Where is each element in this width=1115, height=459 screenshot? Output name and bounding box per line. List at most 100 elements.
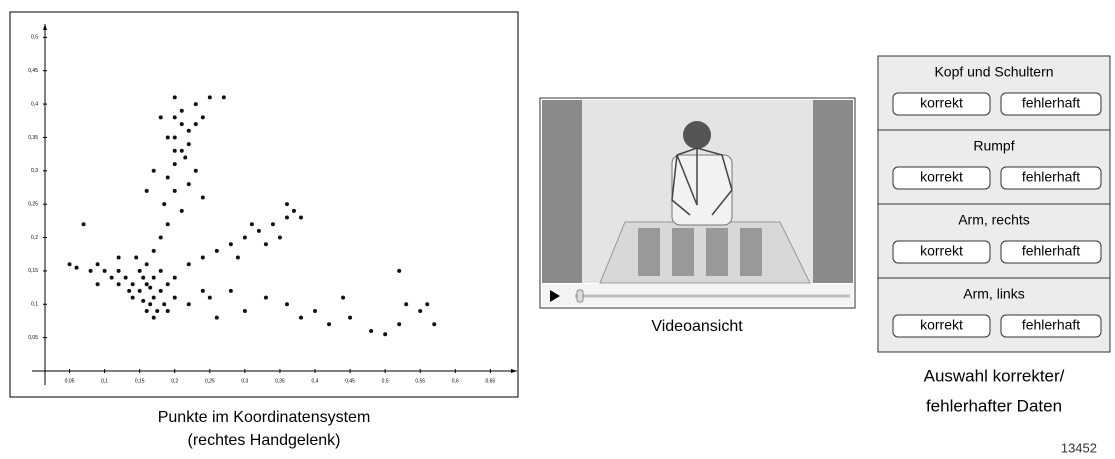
point	[148, 285, 153, 290]
point	[67, 262, 72, 267]
point	[158, 235, 163, 240]
point	[102, 268, 107, 273]
y-tick-label: 0,45	[28, 68, 38, 74]
table	[599, 221, 811, 284]
skeleton	[671, 148, 698, 216]
point	[298, 315, 303, 320]
point	[172, 295, 177, 300]
point	[144, 308, 149, 313]
point	[137, 268, 142, 273]
point	[74, 265, 79, 270]
button[interactable]	[892, 314, 991, 338]
button-label[interactable]: fehlerhaft	[1022, 243, 1080, 259]
point	[193, 168, 198, 173]
object	[638, 228, 660, 276]
point	[186, 182, 191, 187]
button[interactable]	[892, 240, 991, 264]
point	[137, 288, 142, 293]
y-tick-label: 0,25	[28, 202, 38, 208]
point	[369, 328, 374, 333]
button-label[interactable]: fehlerhaft	[1022, 95, 1080, 111]
chart-frame	[9, 11, 519, 398]
point	[200, 115, 205, 120]
x-tick-label: 0,55	[415, 378, 425, 384]
object	[672, 228, 694, 276]
button[interactable]	[1000, 92, 1102, 116]
y-tick-label: 0,05	[28, 335, 38, 341]
point	[172, 115, 177, 120]
figure-id: 13452	[1061, 440, 1097, 455]
point	[158, 268, 163, 273]
point	[397, 322, 402, 327]
video-caption: Videoansicht	[651, 318, 743, 335]
point	[235, 255, 240, 260]
point	[397, 268, 402, 273]
object	[740, 228, 762, 276]
point	[148, 302, 153, 307]
panel-caption: fehlerhafter Daten	[926, 396, 1062, 415]
point	[348, 315, 353, 320]
button-label[interactable]: korrekt	[920, 317, 963, 333]
y-tick-label: 0,3	[31, 168, 38, 174]
point	[172, 148, 177, 153]
object	[706, 228, 728, 276]
skeleton	[676, 147, 733, 216]
point	[179, 122, 184, 127]
y-tick-label: 0,1	[31, 302, 38, 308]
video-player	[539, 97, 856, 309]
point	[172, 95, 177, 100]
point	[341, 295, 346, 300]
point	[95, 262, 100, 267]
button-label[interactable]: fehlerhaft	[1022, 317, 1080, 333]
y-tick-label: 0,35	[28, 135, 38, 141]
point	[418, 308, 423, 313]
y-tick-label: 0,2	[31, 235, 38, 241]
chart-caption: (rechtes Handgelenk)	[188, 432, 341, 449]
button[interactable]	[1000, 240, 1102, 264]
axis-arrow	[43, 24, 47, 30]
button-label[interactable]: korrekt	[920, 95, 963, 111]
point	[88, 268, 93, 273]
x-tick-label: 0,2	[171, 378, 178, 384]
wall	[542, 100, 582, 283]
button[interactable]	[1000, 166, 1102, 190]
point	[183, 155, 188, 160]
y-tick-label: 0,5	[31, 35, 38, 41]
button-label[interactable]: korrekt	[920, 243, 963, 259]
point	[127, 288, 132, 293]
section-title: Kopf und Schultern	[934, 64, 1053, 80]
play-button[interactable]	[550, 290, 560, 302]
button-label[interactable]: fehlerhaft	[1022, 169, 1080, 185]
point	[95, 282, 100, 287]
button-label[interactable]: korrekt	[920, 169, 963, 185]
x-tick-label: 0,5	[382, 378, 389, 384]
point	[130, 282, 135, 287]
point	[277, 235, 282, 240]
point	[214, 248, 219, 253]
button[interactable]	[892, 92, 991, 116]
point	[172, 188, 177, 193]
x-tick-label: 0,6	[452, 378, 459, 384]
panel-caption: Auswahl korrekter/	[924, 366, 1065, 385]
point	[116, 282, 121, 287]
seek-handle[interactable]	[576, 289, 584, 303]
point	[284, 215, 289, 220]
person-head	[683, 121, 711, 149]
button[interactable]	[1000, 314, 1102, 338]
point	[165, 282, 170, 287]
point	[141, 298, 146, 303]
point	[155, 308, 160, 313]
point	[200, 288, 205, 293]
section-title: Arm, rechts	[958, 212, 1030, 228]
button[interactable]	[892, 166, 991, 190]
point	[179, 208, 184, 213]
x-tick-label: 0,05	[65, 378, 75, 384]
point	[144, 188, 149, 193]
point	[193, 102, 198, 107]
point	[298, 215, 303, 220]
point	[193, 122, 198, 127]
point	[221, 95, 226, 100]
point	[130, 295, 135, 300]
point	[158, 115, 163, 120]
